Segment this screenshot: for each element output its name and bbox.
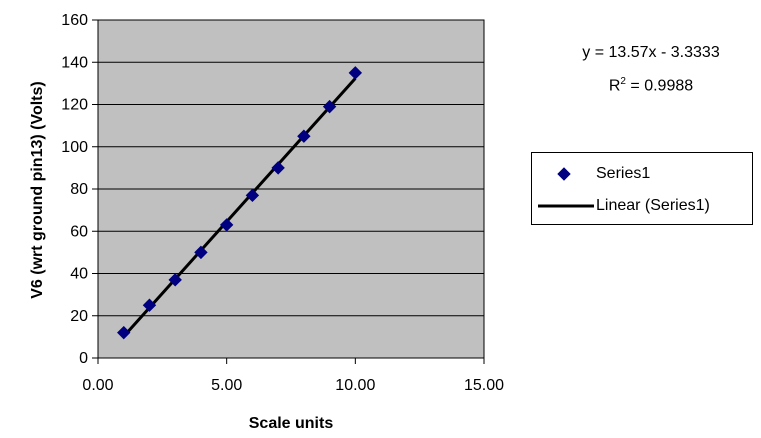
trendline-equation: y = 13.57x - 3.3333 — [582, 44, 720, 61]
x-tick-label-2: 10.00 — [335, 377, 375, 394]
data-point-5 — [245, 188, 260, 203]
legend-label-series1: Series1 — [596, 165, 651, 182]
y-axis-title: V6 (wrt ground pin13) (Volts) — [29, 81, 46, 298]
axes — [92, 19, 485, 364]
x-tick-labels: 0.00 5.00 10.00 15.00 — [82, 377, 504, 394]
y-tick-label-6: 120 — [61, 97, 88, 114]
y-tick-label-5: 100 — [61, 139, 88, 156]
plot-border — [97, 19, 485, 359]
data-point-7 — [297, 129, 311, 143]
diamond-marker-icon — [557, 167, 571, 181]
y-tick-label-4: 80 — [70, 181, 88, 198]
line-swatch-icon — [538, 204, 594, 208]
data-point-0 — [117, 325, 131, 340]
data-point-9 — [348, 66, 363, 80]
x-tick-label-3: 15.00 — [464, 377, 504, 394]
x-tick-label-0: 0.00 — [82, 377, 113, 394]
data-point-3 — [194, 245, 208, 260]
legend-label-linear: Linear (Series1) — [596, 197, 710, 214]
y-tick-label-8: 160 — [61, 12, 88, 29]
data-point-6 — [271, 161, 285, 175]
x-axis-title: Scale units — [249, 415, 334, 432]
y-tick-labels: 0 20 40 60 80 100 120 140 160 — [61, 12, 88, 367]
legend-item-series1: Series1 — [532, 162, 650, 186]
data-points — [117, 66, 363, 340]
legend-item-linear: Linear (Series1) — [532, 194, 710, 218]
y-tick-label-2: 40 — [70, 266, 88, 283]
data-point-2 — [168, 273, 182, 287]
y-tick-label-0: 0 — [79, 350, 88, 367]
y-tick-label-7: 140 — [61, 54, 88, 71]
legend: Series1 Linear (Series1) — [531, 152, 753, 225]
y-tick-label-3: 60 — [70, 223, 88, 240]
y-tick-label-1: 20 — [70, 308, 88, 325]
data-point-8 — [322, 99, 337, 114]
trendline — [122, 77, 357, 338]
x-tick-label-1: 5.00 — [211, 377, 242, 394]
r-squared-value: R2 = 0.9988 — [608, 76, 694, 95]
data-point-4 — [219, 218, 234, 232]
data-point-1 — [142, 298, 157, 312]
